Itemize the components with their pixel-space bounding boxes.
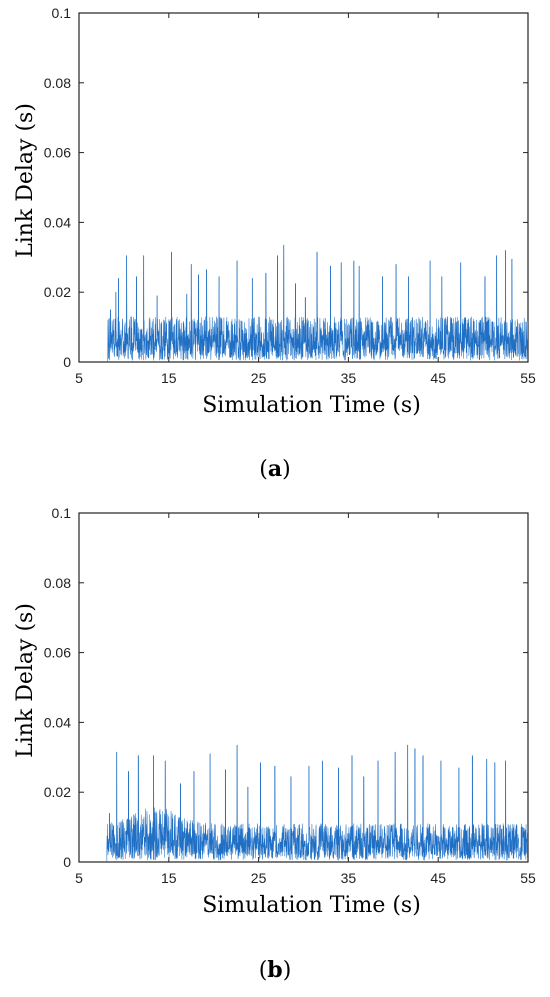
y-tick-label: 0.08	[44, 75, 71, 91]
x-tick-label: 5	[75, 870, 83, 886]
caption-a: (a)	[259, 456, 291, 482]
y-tick-label: 0.1	[52, 505, 72, 521]
x-tick-label: 35	[341, 370, 357, 386]
x-tick-label: 15	[161, 870, 177, 886]
x-tick-label: 55	[520, 870, 536, 886]
y-tick-label: 0.02	[44, 784, 71, 800]
x-tick-label: 25	[251, 870, 267, 886]
plot-frame	[78, 12, 529, 363]
series-line-link-delay	[106, 744, 529, 862]
x-tick-label: 5	[75, 370, 83, 386]
y-axis-label: Link Delay (s)	[13, 603, 38, 758]
series-line-link-delay	[107, 244, 529, 362]
y-tick-label: 0.04	[44, 214, 71, 230]
y-tick-label: 0	[63, 354, 71, 370]
y-tick-label: 0	[63, 854, 71, 870]
y-tick-label: 0.02	[44, 284, 71, 300]
x-tick-label: 55	[520, 370, 536, 386]
plot-frame	[78, 512, 529, 863]
x-tick-label: 15	[161, 370, 177, 386]
y-tick-label: 0.06	[44, 645, 71, 661]
y-tick-label: 0.08	[44, 575, 71, 591]
x-tick-label: 45	[430, 870, 446, 886]
x-axis-label: Simulation Time (s)	[202, 393, 421, 418]
line-chart-a: 5 15 25 35 45 55 0 0.02 0.04 0.06 0.08 0.1 Simulatio…	[13, 5, 536, 418]
x-tick-label: 45	[430, 370, 446, 386]
chart-panel-b: 5 15 25 35 45 55 0 0.02 0.04 0.06 0.08 0.1 Simulatio…	[0, 500, 550, 997]
chart-panel-a: 5 15 25 35 45 55 0 0.02 0.04 0.06 0.08 0.1 Simulatio…	[13, 5, 536, 482]
y-tick-label: 0.04	[44, 714, 71, 730]
x-tick-label: 35	[341, 870, 357, 886]
y-tick-label: 0.06	[44, 145, 71, 161]
caption-b: (b)	[258, 957, 292, 983]
line-chart-b: 5 15 25 35 45 55 0 0.02 0.04 0.06 0.08 0.1 Simulatio…	[13, 505, 536, 918]
x-tick-label: 25	[251, 370, 267, 386]
x-axis-label: Simulation Time (s)	[202, 893, 421, 918]
y-axis-label: Link Delay (s)	[13, 103, 38, 258]
y-tick-label: 0.1	[52, 5, 72, 21]
